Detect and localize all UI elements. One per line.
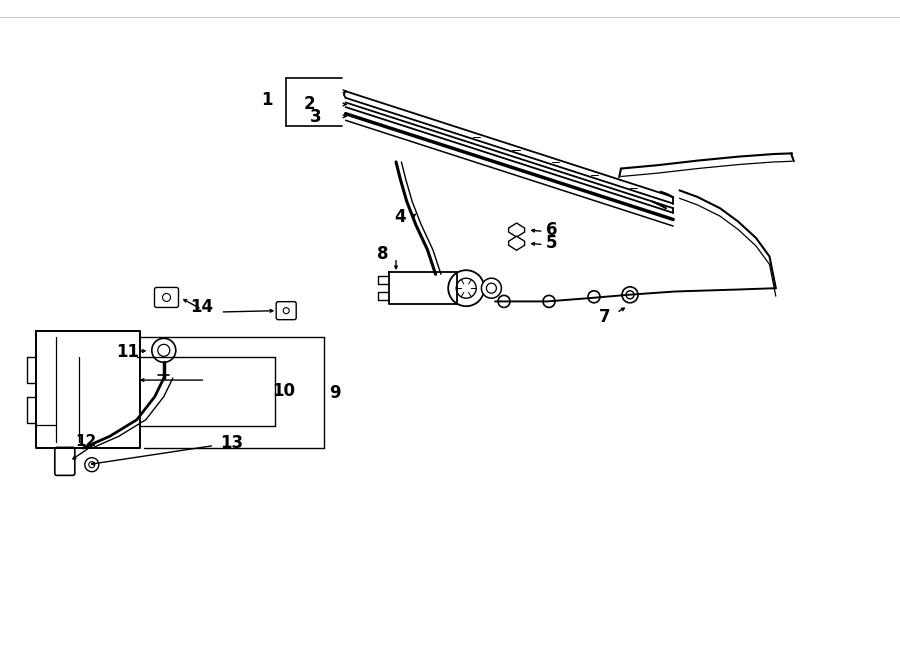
- Circle shape: [152, 338, 176, 362]
- Circle shape: [498, 295, 510, 307]
- Text: 1: 1: [262, 91, 273, 110]
- FancyBboxPatch shape: [155, 288, 178, 307]
- Circle shape: [85, 457, 99, 472]
- Text: 3: 3: [310, 108, 321, 126]
- Polygon shape: [508, 223, 525, 237]
- Text: 11: 11: [116, 342, 140, 361]
- Circle shape: [588, 291, 600, 303]
- Circle shape: [543, 295, 555, 307]
- FancyBboxPatch shape: [55, 447, 75, 475]
- Circle shape: [622, 287, 638, 303]
- Text: 10: 10: [272, 382, 295, 401]
- Text: 12: 12: [75, 434, 96, 449]
- Circle shape: [456, 278, 476, 298]
- Text: 8: 8: [377, 245, 388, 264]
- Text: 13: 13: [220, 434, 244, 452]
- Circle shape: [163, 293, 170, 301]
- Circle shape: [448, 270, 484, 306]
- Circle shape: [486, 283, 497, 293]
- Text: 2: 2: [304, 95, 315, 114]
- FancyBboxPatch shape: [276, 301, 296, 320]
- Circle shape: [482, 278, 501, 298]
- Text: 9: 9: [329, 383, 340, 402]
- Circle shape: [89, 461, 94, 468]
- Text: 4: 4: [394, 208, 405, 226]
- Text: 6: 6: [546, 221, 557, 239]
- Polygon shape: [508, 236, 525, 251]
- Circle shape: [626, 291, 634, 299]
- Text: 5: 5: [546, 234, 557, 253]
- Text: 7: 7: [599, 308, 610, 327]
- Circle shape: [284, 307, 289, 314]
- Text: 14: 14: [190, 298, 213, 317]
- Circle shape: [158, 344, 170, 356]
